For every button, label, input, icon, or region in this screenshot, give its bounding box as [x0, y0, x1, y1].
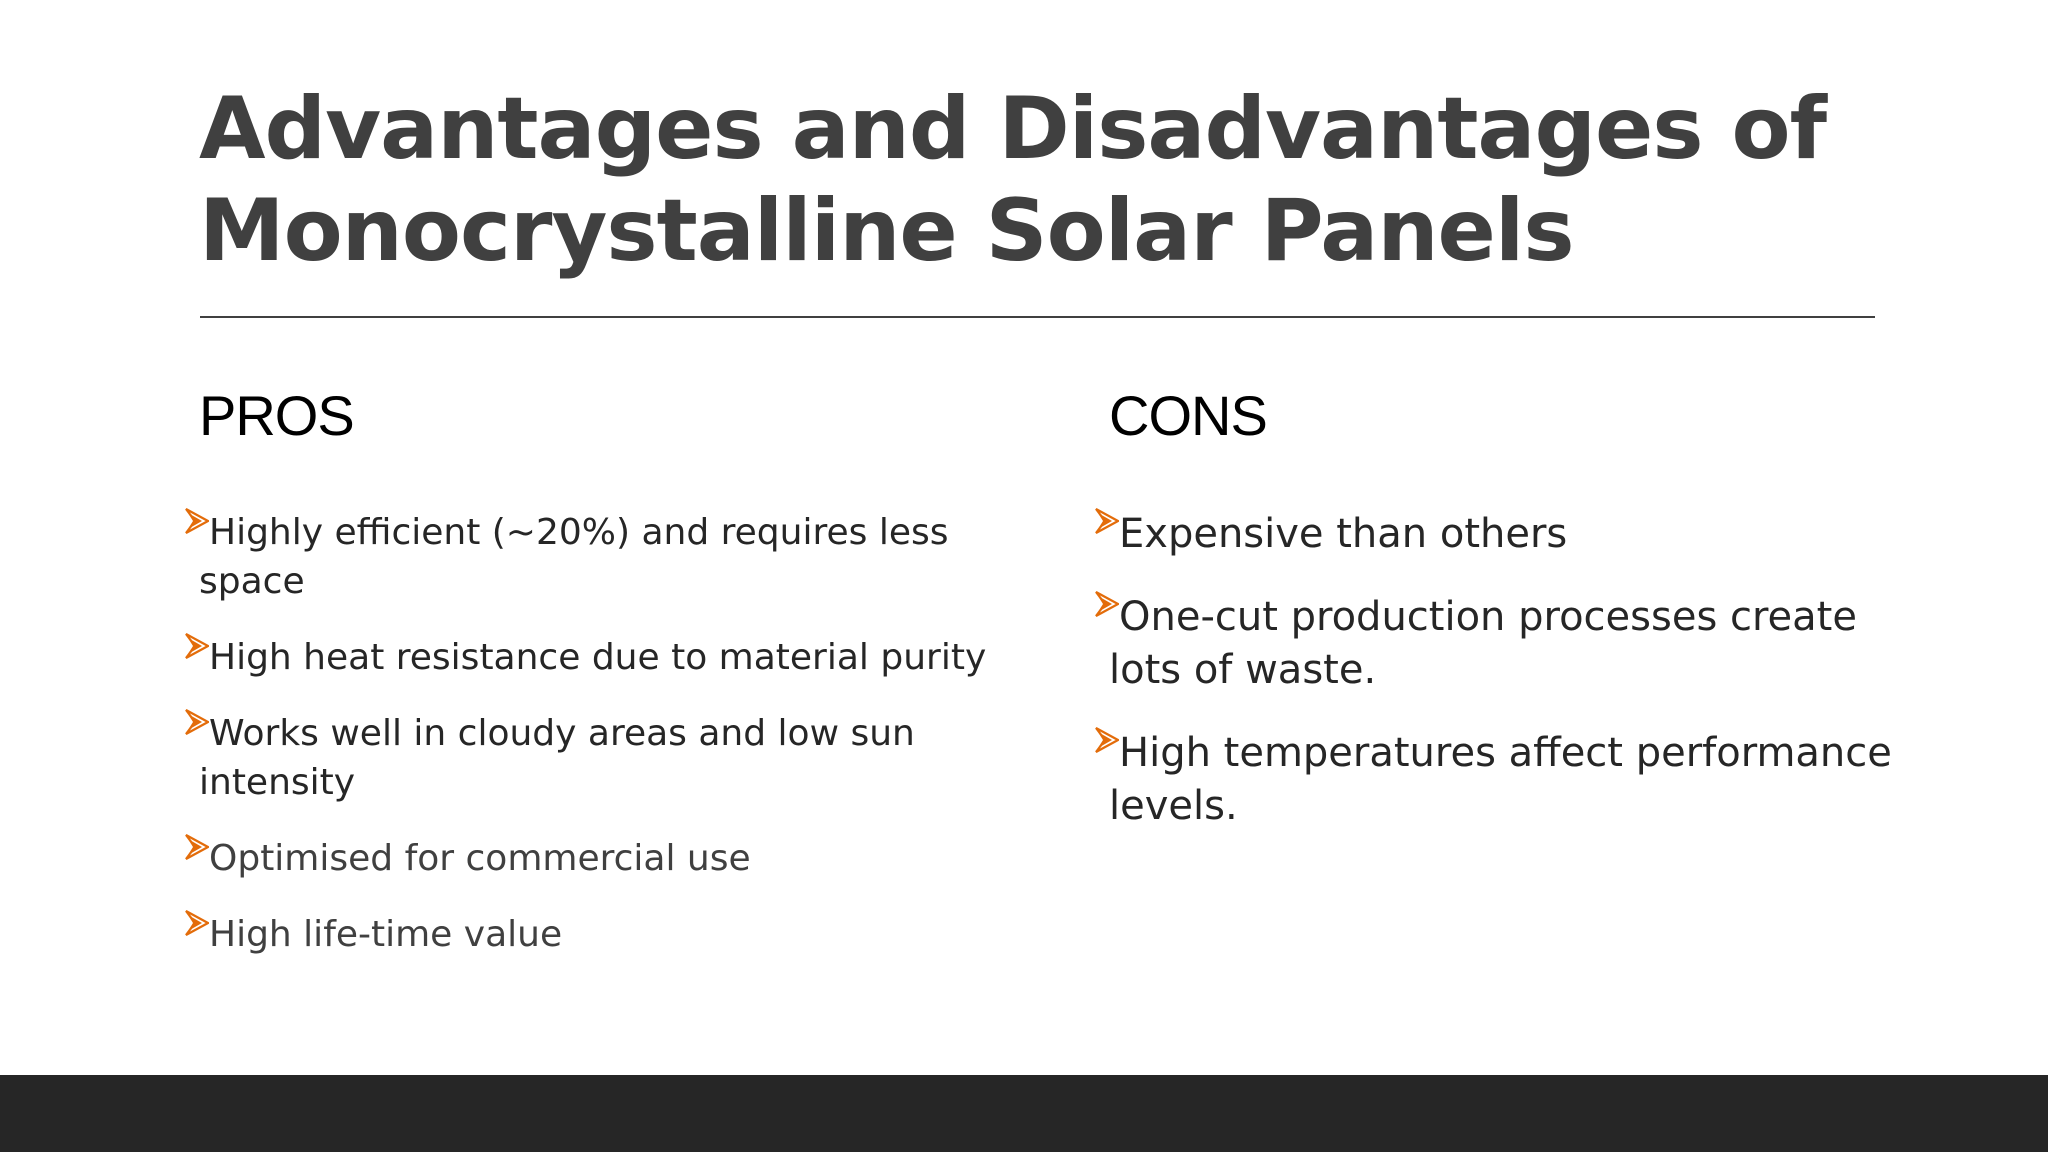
pros-item-text: Optimised for commercial use	[209, 838, 751, 879]
cons-heading: CONS	[1109, 384, 1268, 447]
arrow-bullet-icon	[185, 834, 209, 860]
arrow-bullet-icon	[1095, 591, 1119, 617]
pros-item: High life-time value	[185, 910, 989, 959]
pros-item: High heat resistance due to material pur…	[185, 633, 989, 682]
arrow-bullet-icon	[1095, 727, 1119, 753]
cons-item-text: High temperatures affect performance lev…	[1109, 730, 1892, 829]
pros-item-text: Highly efficient (~20%) and requires les…	[199, 512, 949, 602]
cons-item-text: One-cut production processes create lots…	[1109, 594, 1857, 693]
title-divider	[200, 316, 1875, 318]
pros-heading: PROS	[199, 384, 355, 447]
arrow-bullet-icon	[185, 709, 209, 735]
cons-item-text: Expensive than others	[1119, 511, 1568, 557]
arrow-bullet-icon	[1095, 508, 1119, 534]
arrow-bullet-icon	[185, 910, 209, 936]
arrow-bullet-icon	[185, 508, 209, 534]
pros-list: Highly efficient (~20%) and requires les…	[185, 508, 989, 986]
cons-list: Expensive than others One-cut production…	[1095, 508, 1909, 863]
footer-bar	[0, 1075, 2048, 1152]
slide-title: Advantages and Disadvantages of Monocrys…	[199, 79, 1827, 281]
arrow-bullet-icon	[185, 633, 209, 659]
cons-item: High temperatures affect performance lev…	[1095, 727, 1909, 833]
cons-item: One-cut production processes create lots…	[1095, 591, 1909, 697]
pros-item-text: Works well in cloudy areas and low sun i…	[199, 713, 915, 803]
cons-item: Expensive than others	[1095, 508, 1909, 561]
pros-item: Works well in cloudy areas and low sun i…	[185, 709, 989, 807]
pros-item-text: High life-time value	[209, 914, 563, 955]
pros-item: Optimised for commercial use	[185, 834, 989, 883]
pros-item: Highly efficient (~20%) and requires les…	[185, 508, 989, 606]
pros-item-text: High heat resistance due to material pur…	[209, 637, 987, 678]
